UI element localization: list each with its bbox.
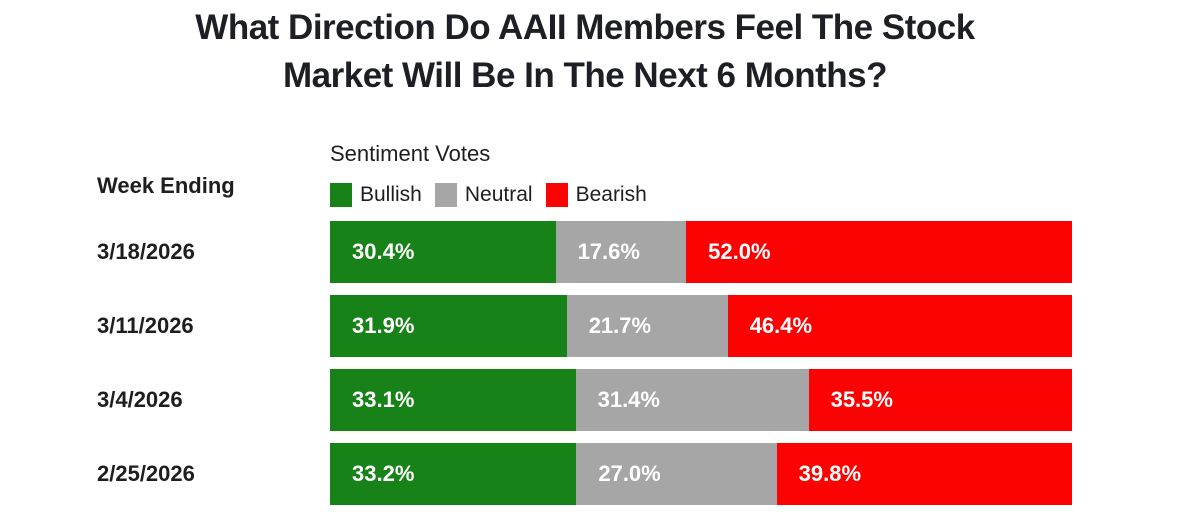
stacked-bar: 33.1% 31.4% 35.5% bbox=[330, 369, 1072, 431]
stacked-bar: 33.2% 27.0% 39.8% bbox=[330, 443, 1072, 505]
legend-label-neutral: Neutral bbox=[464, 183, 533, 206]
segment-neutral: 31.4% bbox=[575, 369, 809, 431]
legend-label-bearish: Bearish bbox=[575, 183, 647, 206]
stacked-bar: 30.4% 17.6% 52.0% bbox=[330, 221, 1072, 283]
bar-row: 3/4/2026 33.1% 31.4% 35.5% bbox=[97, 369, 1072, 431]
week-ending-label: 3/11/2026 bbox=[97, 313, 194, 338]
bullish-swatch-icon bbox=[330, 183, 352, 207]
week-ending-header: Week Ending bbox=[97, 173, 235, 198]
segment-bullish: 33.1% bbox=[330, 369, 576, 431]
week-ending-label: 3/18/2026 bbox=[97, 239, 195, 264]
week-ending-label: 2/25/2026 bbox=[97, 461, 195, 486]
bar-row: 3/11/2026 31.9% 21.7% 46.4% bbox=[97, 295, 1072, 357]
segment-bullish: 30.4% bbox=[330, 221, 556, 283]
segment-bearish: 39.8% bbox=[776, 443, 1072, 505]
stacked-bar: 31.9% 21.7% 46.4% bbox=[330, 295, 1072, 357]
segment-neutral: 21.7% bbox=[566, 295, 728, 357]
segment-neutral: 27.0% bbox=[576, 443, 777, 505]
chart-title: What Direction Do AAII Members Feel The … bbox=[0, 4, 1170, 100]
week-ending-label: 3/4/2026 bbox=[97, 387, 183, 412]
legend-title: Sentiment Votes bbox=[330, 141, 491, 166]
legend-label-bullish: Bullish bbox=[360, 183, 422, 206]
segment-bearish: 35.5% bbox=[808, 369, 1072, 431]
bar-row: 2/25/2026 33.2% 27.0% 39.8% bbox=[97, 443, 1072, 505]
legend-item-bullish: Bullish bbox=[330, 183, 422, 207]
segment-neutral: 17.6% bbox=[555, 221, 687, 283]
neutral-swatch-icon bbox=[434, 183, 457, 207]
segment-bearish: 52.0% bbox=[686, 221, 1072, 283]
legend: Bullish Neutral Bearish bbox=[330, 183, 647, 207]
bar-row: 3/18/2026 30.4% 17.6% 52.0% bbox=[97, 221, 1072, 283]
bar-rows: 3/18/2026 30.4% 17.6% 52.0% 3/11/2026 31.9% 21… bbox=[97, 221, 1072, 515]
chart-title-line1: What Direction Do AAII Members Feel The … bbox=[195, 8, 975, 47]
chart-title-line2: Market Will Be In The Next 6 Months? bbox=[283, 56, 888, 95]
legend-item-neutral: Neutral bbox=[434, 183, 533, 207]
bearish-swatch-icon bbox=[545, 183, 568, 207]
legend-item-bearish: Bearish bbox=[545, 183, 647, 207]
segment-bullish: 33.2% bbox=[330, 443, 577, 505]
segment-bearish: 46.4% bbox=[727, 295, 1072, 357]
segment-bullish: 31.9% bbox=[330, 295, 567, 357]
